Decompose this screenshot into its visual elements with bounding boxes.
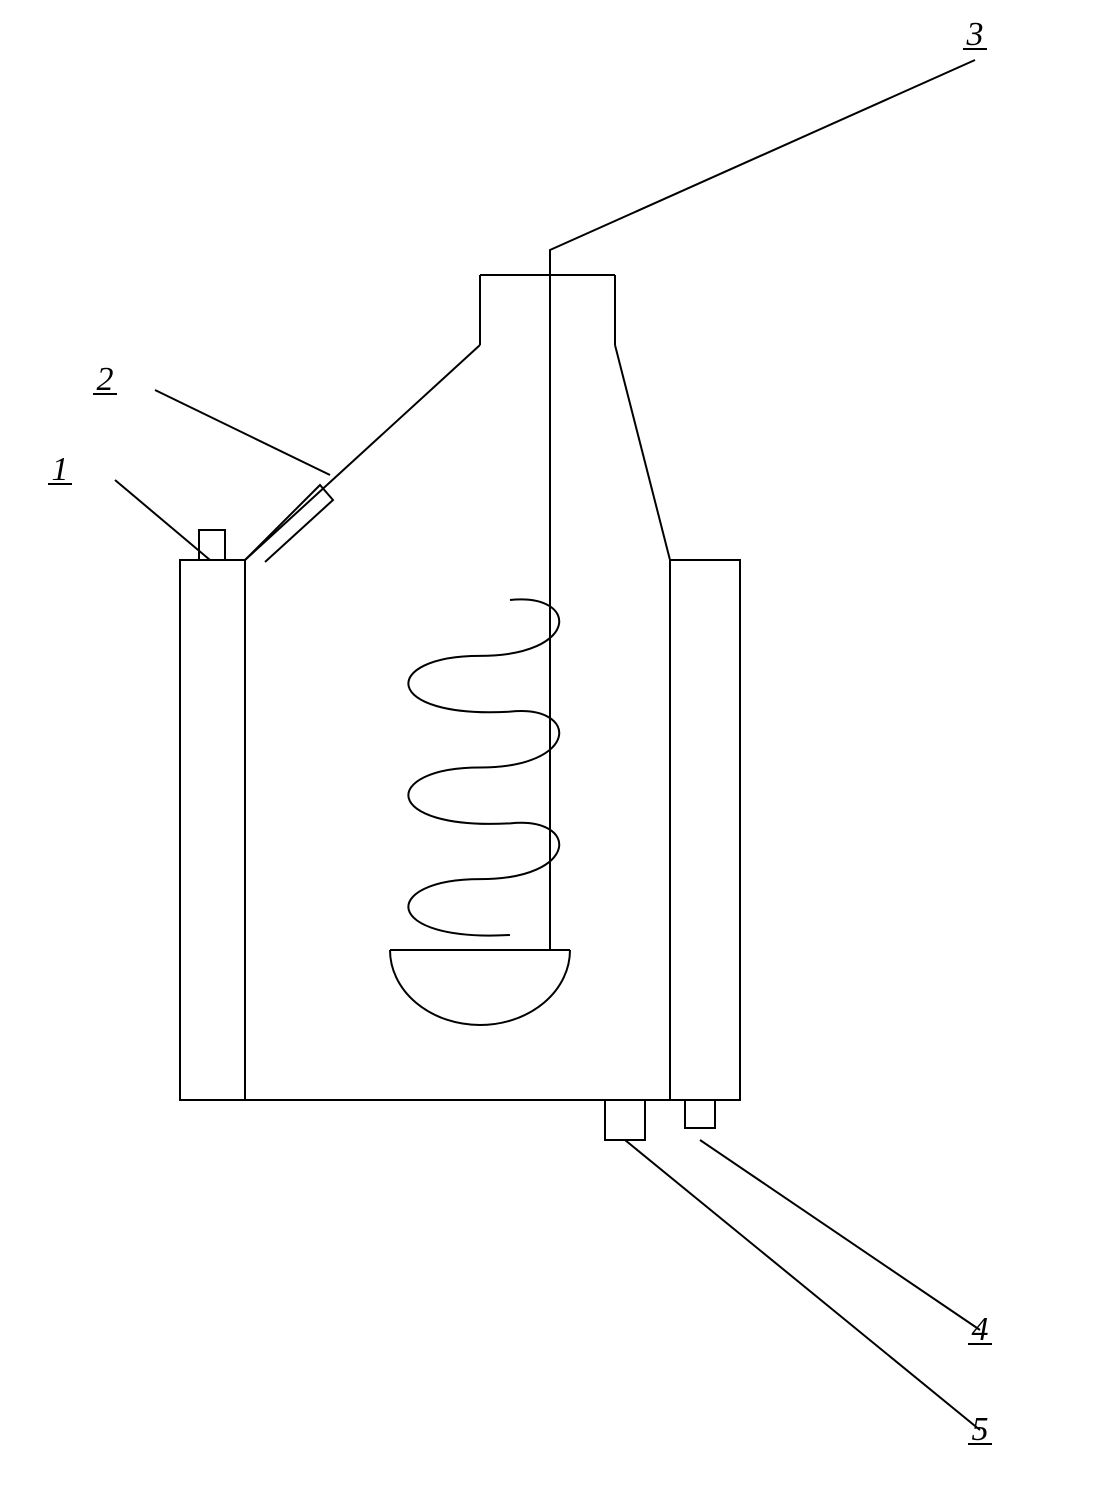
label-1: 1 (52, 451, 69, 488)
label-5: 5 (972, 1411, 989, 1448)
label-3: 3 (966, 16, 984, 53)
schematic-svg: 1 2 3 4 5 (0, 0, 1104, 1499)
label-4: 4 (972, 1311, 989, 1348)
label-2: 2 (97, 361, 114, 398)
